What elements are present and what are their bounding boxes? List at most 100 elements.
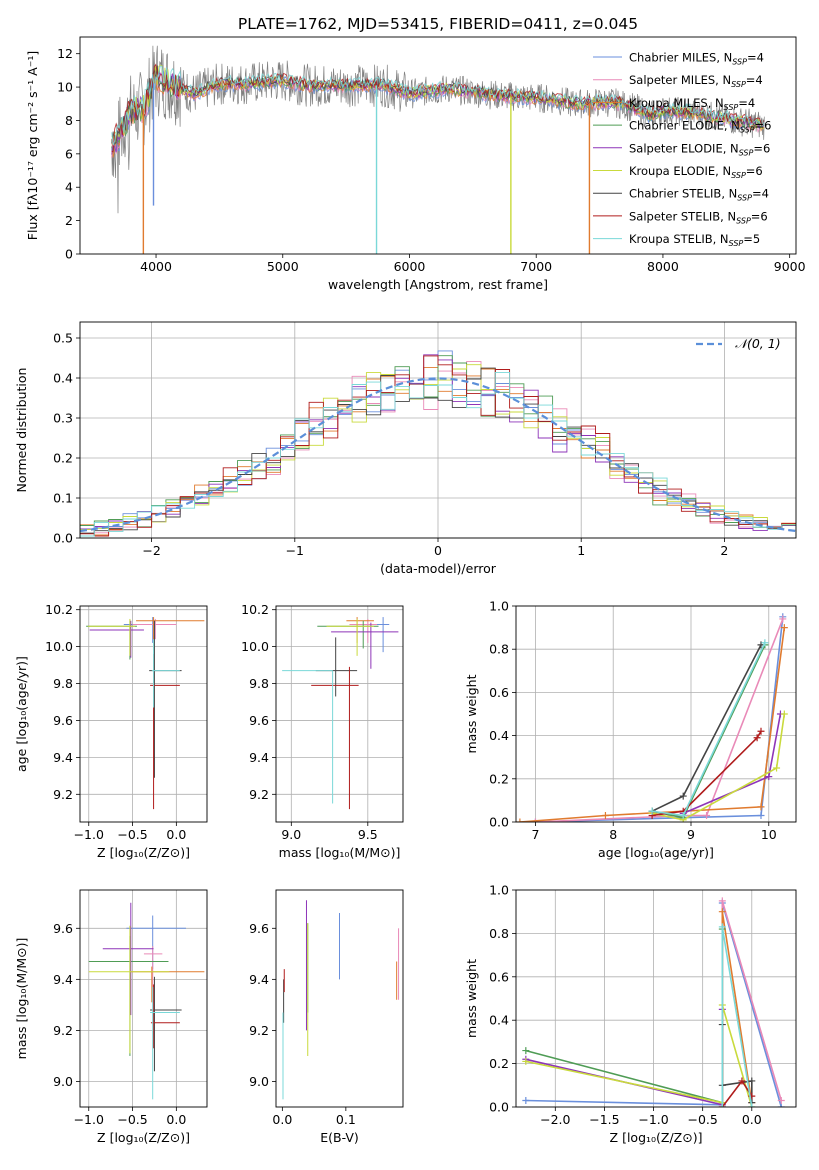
spectrum-ytick-label: 0	[65, 247, 73, 262]
legend-label: Kroupa ELODIE, NSSP=6	[629, 164, 763, 180]
legend-label: Kroupa STELIB, NSSP=5	[629, 232, 760, 248]
age_vs_weight-ytick-label: 0.6	[489, 685, 509, 700]
weight-marker	[522, 1096, 530, 1104]
z_vs_age-frame	[79, 605, 208, 823]
residuals-ytick-label: 0.5	[53, 331, 73, 346]
weight-marker	[703, 812, 711, 820]
ebv_vs_mass-xtick-label: 0.1	[336, 1112, 356, 1127]
spectrum-ytick-label: 6	[65, 146, 73, 161]
weight-marker	[765, 773, 773, 781]
age_vs_weight-frame	[515, 605, 797, 823]
z_vs_weight-ytick-label: 0.2	[489, 1056, 509, 1071]
spectrum-ytick-label: 12	[57, 46, 73, 61]
z_vs_mass-plot-area	[88, 902, 205, 1100]
z_vs_weight-ytick-label: 0.0	[489, 1100, 509, 1115]
z_vs_age-ytick-label: 9.6	[53, 713, 73, 728]
spectrum-xtick-label: 9000	[774, 259, 806, 274]
spectrum-plot-area	[111, 45, 765, 254]
weight-marker	[757, 812, 765, 820]
legend-label: Chabrier STELIB, NSSP=4	[629, 187, 769, 203]
residuals-xlabel: (data-model)/error	[380, 561, 497, 576]
weight-marker	[522, 1047, 530, 1055]
ebv_vs_mass-xtick-label: 0.0	[272, 1112, 292, 1127]
z_vs_mass-ytick-label: 9.2	[53, 1023, 73, 1038]
mass_vs_age-ytick-label: 10.0	[241, 639, 269, 654]
gaussian-curve	[80, 377, 796, 533]
z_vs_age-ytick-label: 9.4	[53, 750, 73, 765]
spectrum-legend: Chabrier MILES, NSSP=4 Salpeter MILES, NS…	[593, 51, 771, 248]
weight-marker	[718, 1103, 726, 1107]
mass_vs_age-plot-area	[282, 617, 399, 810]
legend-label: Chabrier MILES, NSSP=4	[629, 51, 764, 67]
z_vs_mass-xtick-label: −0.5	[117, 1112, 147, 1127]
mass_vs_age-xtick-label: 9.5	[358, 827, 378, 842]
age_vs_weight-ytick-label: 0.2	[489, 771, 509, 786]
z_vs_weight-xtick-label: −1.5	[589, 1112, 619, 1127]
spectrum-ytick-label: 4	[65, 180, 73, 195]
spectrum-ylabel: Flux [fλ10⁻¹⁷ erg cm⁻² s⁻¹ A⁻¹]	[25, 51, 40, 240]
age_vs_weight-ytick-label: 0.4	[489, 728, 509, 743]
z_vs_weight-frame	[515, 889, 797, 1108]
weight-marker	[748, 1077, 756, 1085]
z_vs_age-xtick-label: −1.0	[74, 827, 104, 842]
model-spectrum-line	[111, 63, 765, 153]
age_vs_weight-plot-area	[516, 613, 788, 822]
mass_vs_age-ytick-label: 10.2	[241, 602, 269, 617]
mass_vs_age-ytick-label: 9.2	[249, 787, 269, 802]
mass_vs_age-panel: 9.0 9.5 9.2 9.4 9.6 9.8 10.0 10.2 mass [log₁₀(M/…	[241, 602, 404, 860]
weight-marker	[516, 818, 524, 822]
z_vs_age-ylabel: age [log₁₀(age/yr)]	[14, 656, 29, 772]
z_vs_weight-xtick-label: −0.5	[687, 1112, 717, 1127]
weight-marker	[531, 818, 539, 822]
weight-marker	[718, 908, 726, 916]
z_vs_mass-xtick-label: 0.0	[166, 1112, 186, 1127]
z_vs_mass-ytick-label: 9.0	[53, 1074, 73, 1089]
weight-marker	[757, 803, 765, 811]
ebv_vs_mass-xlabel: E(B-V)	[320, 1130, 359, 1145]
spectrum-xlabel: wavelength [Angstrom, rest frame]	[328, 277, 548, 292]
residuals-plot-area	[80, 350, 796, 538]
weight-marker	[718, 923, 726, 931]
residuals-ytick-label: 0.1	[53, 491, 73, 506]
histogram-step	[80, 371, 796, 538]
residuals-xtick-label: −2	[142, 543, 160, 558]
residuals-ytick-label: 0.3	[53, 411, 73, 426]
z_vs_age-plot-area	[86, 617, 205, 810]
weight-marker	[748, 1103, 756, 1107]
z_vs_mass-frame	[79, 889, 208, 1108]
spectrum-ytick-label: 10	[57, 80, 73, 95]
z_vs_age-xtick-label: 0.0	[166, 827, 186, 842]
weight-marker	[777, 1103, 785, 1107]
weight-marker	[718, 897, 726, 905]
z_vs_weight-xlabel: Z [log₁₀(Z/Z⊙)]	[610, 1130, 703, 1145]
weight-marker	[780, 710, 788, 718]
age_vs_weight-ytick-label: 0.8	[489, 642, 509, 657]
spectrum-xtick-label: 5000	[267, 259, 299, 274]
age_vs_weight-xtick-label: 7	[531, 827, 539, 842]
age_vs_weight-ytick-label: 0.0	[489, 815, 509, 830]
weight-marker	[777, 1096, 785, 1104]
z_vs_weight-ytick-label: 0.4	[489, 1013, 509, 1028]
weight-marker	[738, 1077, 746, 1085]
residuals-xtick-label: −1	[286, 543, 304, 558]
mass_vs_age-xtick-label: 9.0	[281, 827, 301, 842]
z_vs_weight-ytick-label: 1.0	[489, 883, 509, 898]
legend-label: Salpeter STELIB, NSSP=6	[629, 209, 768, 225]
z_vs_age-grid	[80, 606, 207, 822]
weight-line	[651, 713, 786, 821]
ebv_vs_mass-frame	[275, 889, 404, 1108]
age_vs_weight-xtick-label: 9	[687, 827, 695, 842]
legend-label: Kroupa MILES, NSSP=4	[629, 96, 755, 112]
z_vs_age-panel: −1.0 −0.5 0.0 9.2 9.4 9.6 9.8 10.0 10.2 Z [log₁₀(…	[14, 602, 208, 860]
age_vs_weight-panel: 7 8 9 10 0.0 0.2 0.4 0.6 0.8 1.0 age [log₁₀(age/yr…	[464, 599, 797, 860]
z_vs_mass-xlabel: Z [log₁₀(Z/Z⊙)]	[97, 1130, 190, 1145]
z_vs_age-ytick-label: 10.2	[45, 602, 73, 617]
ebv_vs_mass-panel: 0.0 0.1 9.0 9.2 9.4 9.6 E(B-V)	[249, 889, 404, 1145]
spectrum-frame	[79, 36, 797, 255]
residuals-ytick-label: 0.2	[53, 451, 73, 466]
residuals-ytick-label: 0.0	[53, 531, 73, 546]
spectrum-ytick-label: 2	[65, 213, 73, 228]
z_vs_weight-ylabel: mass weight	[464, 959, 479, 1038]
z_vs_weight-xtick-label: 0.0	[742, 1112, 762, 1127]
